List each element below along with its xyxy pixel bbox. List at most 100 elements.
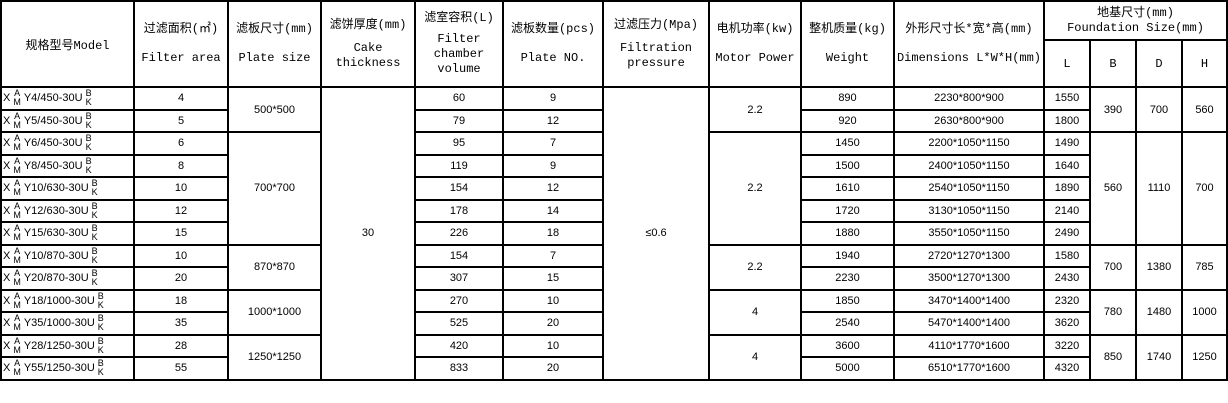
chamber-volume-cell: 226 (414, 221, 504, 246)
model-cell: X A M Y4/450-30U B K (0, 86, 135, 111)
motor-power-cell: 2.2 (708, 131, 802, 246)
chamber-volume-cell: 307 (414, 266, 504, 291)
model-cell: X A M Y28/1250-30U B K (0, 333, 135, 358)
model-prefix: X (3, 339, 11, 352)
chamber-volume-cell: 154 (414, 176, 504, 201)
model-prefix: X (3, 362, 11, 375)
filter-area-cell: 4 (133, 86, 229, 111)
filter-area-cell: 15 (133, 221, 229, 246)
header-foundation-l: L (1043, 39, 1091, 88)
table-row: X A M Y55/1250-30U B K 55 833 20 5000 6510*1770*16… (0, 356, 1227, 381)
table-row: X A M Y4/450-30U B K 4 500*500 30 60 9 ≤0.6 2.2 890 22… (0, 86, 1228, 381)
filter-area-cell: 35 (133, 311, 229, 336)
header-plate-number: 滤板数量(pcs) Plate NO. (502, 0, 604, 88)
filter-area-cell: 6 (133, 131, 229, 156)
header-weight: 整机质量(kg) Weight (800, 0, 895, 88)
header-foundation-d: D (1135, 39, 1183, 88)
model-cell: X A M Y10/870-30U B K (0, 243, 135, 268)
model-prefix: X (3, 317, 11, 330)
model-prefix: X (3, 294, 11, 307)
plate-number-cell: 18 (502, 221, 604, 246)
header-model: 规格型号Model (0, 0, 135, 88)
table-row: X A M Y28/1250-30U B K 28 1250*1250 420 10 4 3600 41… (0, 333, 1228, 381)
foundation-l-cell: 2320 (1043, 288, 1091, 313)
plate-number-cell: 9 (502, 153, 604, 178)
chamber-volume-cell: 95 (414, 131, 504, 156)
plate-number-cell: 12 (502, 108, 604, 133)
foundation-d-cell: 700 (1135, 86, 1183, 133)
weight-cell: 920 (800, 108, 895, 133)
foundation-l-cell: 1640 (1043, 153, 1091, 178)
weight-cell: 1940 (800, 243, 895, 268)
foundation-b-cell: 780 (1089, 288, 1137, 336)
motor-power-cell: 4 (708, 333, 802, 381)
model-name: Y10/870-30U (23, 249, 89, 262)
dimensions-cell: 2230*800*900 (893, 86, 1045, 111)
filter-area-cell: 8 (133, 153, 229, 178)
model-name: Y4/450-30U (23, 92, 83, 105)
foundation-d-cell: 1380 (1135, 243, 1183, 291)
chamber-volume-cell: 270 (414, 288, 504, 313)
weight-cell: 1880 (800, 221, 895, 246)
plate-number-cell: 15 (502, 266, 604, 291)
filter-area-cell: 10 (133, 243, 229, 268)
foundation-h-cell: 560 (1181, 86, 1228, 133)
foundation-h-cell: 1250 (1181, 333, 1228, 381)
model-prefix: X (3, 92, 11, 105)
model-cell: X A M Y12/630-30U B K (0, 198, 135, 223)
motor-power-cell: 4 (708, 288, 802, 336)
model-name: Y12/630-30U (23, 204, 89, 217)
foundation-l-cell: 1890 (1043, 176, 1091, 201)
plate-size-cell: 1250*1250 (227, 333, 322, 381)
weight-cell: 1720 (800, 198, 895, 223)
plate-number-cell: 20 (502, 311, 604, 336)
foundation-l-cell: 1550 (1043, 86, 1091, 111)
chamber-volume-cell: 525 (414, 311, 504, 336)
foundation-d-cell: 1110 (1135, 131, 1183, 246)
dimensions-cell: 2400*1050*1150 (893, 153, 1045, 178)
weight-cell: 5000 (800, 356, 895, 381)
table-row: X A M Y20/870-30U B K 20 307 15 2230 3500*1270*130… (0, 266, 1227, 291)
model-name: Y6/450-30U (23, 137, 83, 150)
model-prefix: X (3, 227, 11, 240)
model-cell: X A M Y35/1000-30U B K (0, 311, 135, 336)
header-chamber-volume: 滤室容积(L) Filter chamber volume (414, 0, 504, 88)
foundation-l-cell: 4320 (1043, 356, 1091, 381)
table-row: X A M Y35/1000-30U B K 35 525 20 2540 5470*1400*14… (0, 311, 1227, 336)
plate-number-cell: 12 (502, 176, 604, 201)
header-pressure: 过滤压力(Mpa) Filtration pressure (602, 0, 710, 88)
dimensions-cell: 3500*1270*1300 (893, 266, 1045, 291)
header-cake-thickness: 滤饼厚度(mm) Cake thickness (320, 0, 416, 88)
plate-number-cell: 7 (502, 131, 604, 156)
filter-area-cell: 28 (133, 333, 229, 358)
table-row: X A M Y10/630-30U B K 10 154 12 1610 2540*1050*115… (0, 176, 1227, 201)
chamber-volume-cell: 119 (414, 153, 504, 178)
foundation-b-cell: 390 (1089, 86, 1137, 133)
motor-power-cell: 2.2 (708, 86, 802, 133)
dimensions-cell: 2630*800*900 (893, 108, 1045, 133)
filter-area-cell: 10 (133, 176, 229, 201)
model-name: Y10/630-30U (23, 182, 89, 195)
plate-size-cell: 1000*1000 (227, 288, 322, 336)
model-cell: X A M Y6/450-30U B K (0, 131, 135, 156)
foundation-b-cell: 850 (1089, 333, 1137, 381)
foundation-h-cell: 785 (1181, 243, 1228, 291)
model-name: Y5/450-30U (23, 114, 83, 127)
model-name: Y18/1000-30U (23, 294, 95, 307)
cake-thickness-cell: 30 (320, 86, 416, 381)
plate-size-cell: 870*870 (227, 243, 322, 291)
chamber-volume-cell: 60 (414, 86, 504, 111)
foundation-h-cell: 1000 (1181, 288, 1228, 336)
